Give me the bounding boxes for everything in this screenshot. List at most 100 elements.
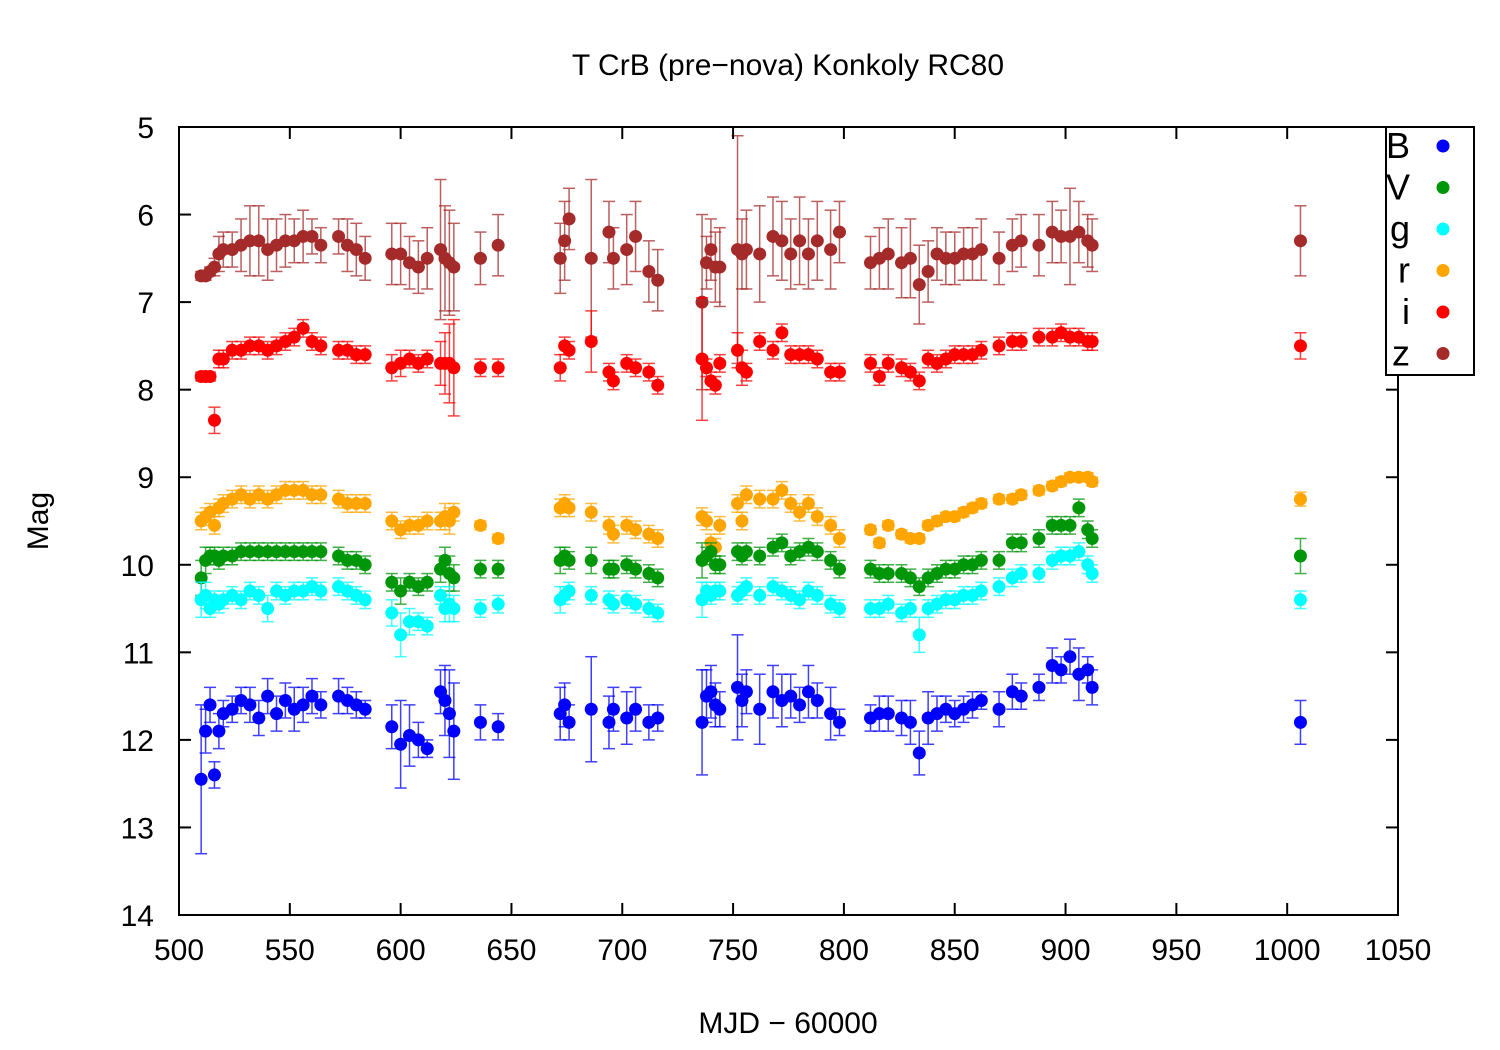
data-point-B [199, 724, 213, 738]
data-point-z [832, 225, 846, 239]
data-point-i [606, 374, 620, 388]
data-point-z [562, 212, 576, 226]
data-point-z [1032, 238, 1046, 252]
data-point-r [731, 496, 745, 510]
data-point-i [314, 339, 328, 353]
data-point-g [1014, 567, 1028, 581]
data-point-r [753, 492, 767, 506]
data-point-B [974, 693, 988, 707]
data-point-r [629, 523, 643, 537]
y-axis: 5 6 7 8 9 10 11 12 13 14 [121, 112, 1398, 933]
x-tick-label: 1050 [1365, 934, 1432, 967]
data-point-V [562, 553, 576, 567]
data-point-V [1293, 549, 1307, 563]
data-point-z [793, 234, 807, 248]
data-point-g [832, 602, 846, 616]
data-point-i [775, 326, 789, 340]
data-point-i [992, 339, 1006, 353]
data-point-V [314, 545, 328, 559]
data-point-V [704, 545, 718, 559]
data-point-r [739, 488, 753, 502]
chart-title: T CrB (pre−nova) Konkoly RC80 [572, 49, 1004, 82]
legend-marker-r [1436, 264, 1450, 277]
data-point-g [912, 628, 926, 642]
data-point-z [775, 234, 789, 248]
data-point-r [1032, 483, 1046, 497]
data-point-i [753, 335, 767, 349]
series-i [194, 296, 1307, 435]
data-point-g [1072, 545, 1086, 559]
data-point-z [1293, 234, 1307, 248]
data-point-B [270, 707, 284, 721]
data-point-B [602, 715, 616, 729]
data-point-B [358, 702, 372, 716]
data-point-z [739, 243, 753, 257]
data-point-B [438, 693, 452, 707]
data-point-z [252, 234, 266, 248]
data-point-z [314, 238, 328, 252]
data-point-i [1085, 335, 1099, 349]
data-point-g [252, 588, 266, 602]
data-point-z [921, 264, 935, 278]
data-point-z [358, 251, 372, 265]
data-point-B [207, 768, 221, 782]
data-point-B [1054, 663, 1068, 677]
data-point-r [872, 536, 886, 550]
data-point-r [793, 505, 807, 519]
y-tick-label: 7 [137, 287, 154, 320]
plot-frame [178, 126, 1399, 916]
data-point-V [753, 549, 767, 563]
data-point-V [903, 571, 917, 585]
data-point-i [296, 321, 310, 335]
series-z [194, 135, 1307, 391]
data-point-z [1072, 225, 1086, 239]
legend-marker-g [1436, 222, 1450, 236]
legend-label: i [1402, 291, 1410, 332]
y-tick-label: 11 [123, 637, 154, 670]
data-point-z [903, 251, 917, 265]
data-point-i [1032, 330, 1046, 344]
data-point-V [473, 562, 487, 576]
data-point-B [584, 702, 598, 716]
data-point-B [704, 685, 718, 699]
data-point-i [708, 378, 722, 392]
data-point-i [864, 356, 878, 370]
data-point-V [447, 571, 461, 585]
data-point-V [881, 567, 895, 581]
legend-marker-z [1436, 347, 1450, 360]
data-point-i [912, 374, 926, 388]
data-point-z [553, 251, 567, 265]
data-point-z [810, 234, 824, 248]
data-point-i [447, 361, 461, 375]
data-point-B [903, 715, 917, 729]
data-point-z [801, 247, 815, 261]
data-point-z [651, 273, 665, 287]
x-tick-label: 700 [597, 934, 647, 967]
y-tick-label: 14 [121, 900, 154, 933]
y-tick-label: 10 [121, 550, 154, 583]
data-point-i [713, 356, 727, 370]
data-point-V [810, 545, 824, 559]
data-point-V [739, 545, 753, 559]
data-point-z [1014, 234, 1028, 248]
data-point-g [1293, 593, 1307, 607]
data-point-B [784, 689, 798, 703]
data-point-z [584, 251, 598, 265]
data-point-B [739, 685, 753, 699]
x-axis-label: MJD − 60000 [698, 1007, 877, 1040]
data-point-g [974, 584, 988, 598]
data-point-r [766, 492, 780, 506]
data-point-i [207, 413, 221, 427]
legend-label: V [1386, 167, 1410, 208]
data-point-B [793, 698, 807, 712]
data-point-B [766, 685, 780, 699]
data-point-z [447, 260, 461, 274]
data-point-g [314, 584, 328, 598]
data-point-B [491, 720, 505, 734]
data-point-B [1063, 650, 1077, 664]
data-point-B [296, 698, 310, 712]
x-tick-label: 750 [708, 934, 758, 967]
data-point-i [473, 361, 487, 375]
data-point-z [420, 251, 434, 265]
